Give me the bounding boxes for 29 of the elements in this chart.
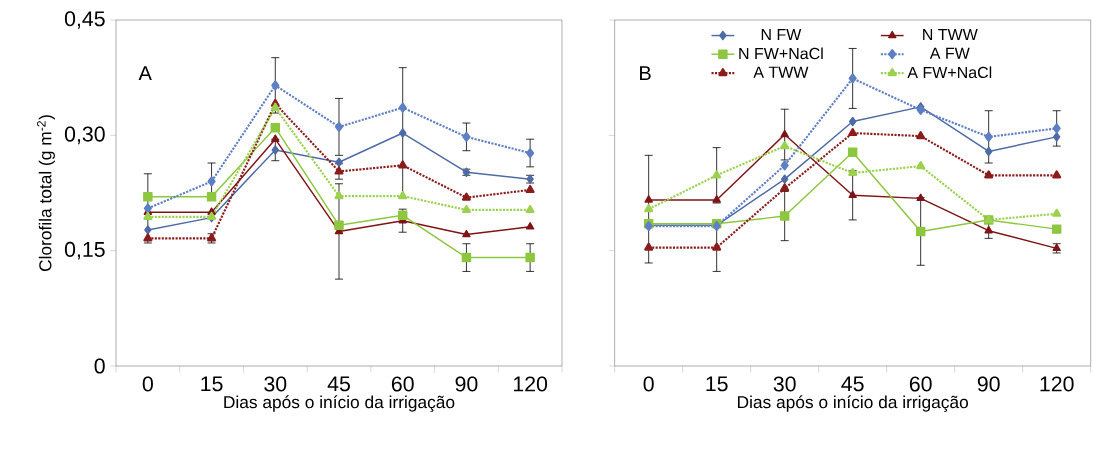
y-axis-title: Clorofila total (g m$^{-2}$) — [37, 115, 55, 272]
x-tick-label: 90 — [455, 376, 478, 392]
legend-label: A TWW — [753, 66, 809, 78]
x-tick-label: 0 — [142, 376, 153, 392]
annotation: B — [640, 66, 651, 80]
y-tick-label: 0 — [94, 358, 105, 374]
x-tick-label: 60 — [391, 376, 414, 392]
x-tick-label: 45 — [327, 376, 350, 392]
x-tick-label: 30 — [773, 376, 796, 392]
x-axis-title: Dias após o início da irrigação — [738, 395, 968, 412]
legend-label: N FW — [761, 29, 802, 41]
x-tick-label: 120 — [1040, 376, 1074, 392]
x-tick-label: 60 — [909, 376, 932, 392]
legend-label: N FW+NaCl — [739, 47, 823, 60]
x-tick-label: 15 — [201, 376, 223, 392]
x-axis-title: Dias após o início da irrigação — [224, 395, 455, 412]
x-tick-label: 90 — [977, 376, 1000, 392]
x-tick-label: 0 — [643, 376, 654, 392]
legend-label: N TWW — [923, 29, 978, 41]
y-tick-label: 0,30 — [64, 126, 105, 145]
x-tick-label: 120 — [513, 376, 548, 392]
legend-label: A FW — [929, 47, 970, 59]
y-tick-label: 0,15 — [64, 241, 105, 260]
x-tick-label: 15 — [706, 376, 728, 392]
legend-label: A FW+NaCl — [907, 66, 992, 79]
annotation: A — [138, 66, 152, 80]
x-tick-label: 30 — [264, 376, 287, 392]
y-tick-label: 0,45 — [64, 11, 105, 29]
x-tick-label: 45 — [841, 376, 864, 392]
